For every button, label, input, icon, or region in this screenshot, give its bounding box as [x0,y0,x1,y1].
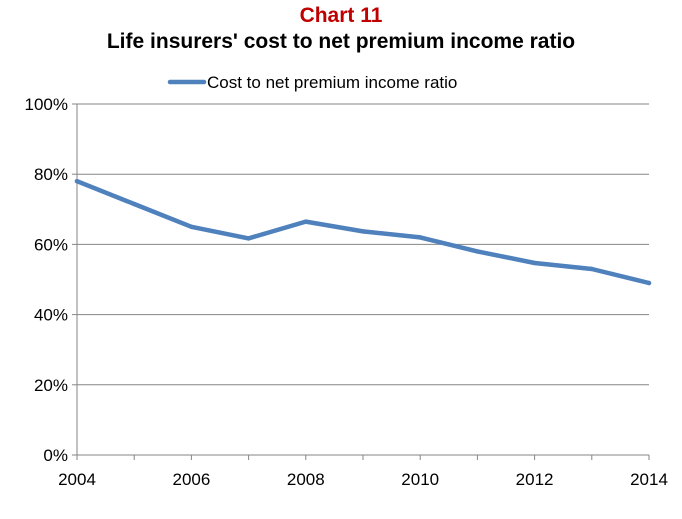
chart-number-label: Chart 11 [299,4,383,27]
data-point [532,260,537,266]
data-point [246,236,251,241]
data-point [418,235,423,240]
data-point [475,249,480,254]
x-tick-label: 2012 [516,470,554,489]
x-tick-label: 2006 [172,470,210,489]
y-tick-label: 40% [34,306,68,325]
data-point [589,266,594,272]
legend-label: Cost to net premium income ratio [207,73,457,92]
x-tick-label: 2008 [287,470,325,489]
x-tick-label: 2010 [401,470,439,489]
data-point [360,229,366,234]
data-point [646,280,652,286]
data-point [189,224,194,230]
x-tick-label: 2014 [630,470,668,489]
y-tick-label: 80% [34,165,68,184]
data-point [303,219,308,224]
y-tick-label: 20% [34,376,68,395]
y-tick-label: 60% [34,235,68,254]
chart-title: Life insurers' cost to net premium incom… [106,30,576,53]
data-point [74,179,80,184]
y-tick-label: 100% [25,95,68,114]
x-tick-label: 2004 [58,470,96,489]
data-point [132,201,137,207]
y-tick-label: 0% [43,446,68,465]
